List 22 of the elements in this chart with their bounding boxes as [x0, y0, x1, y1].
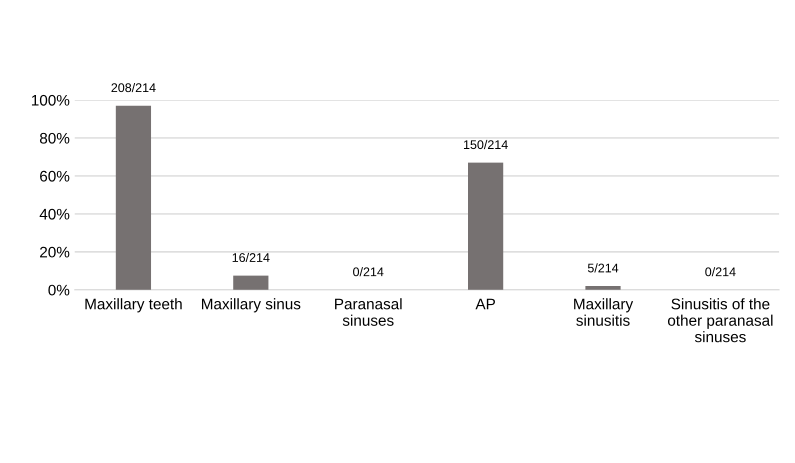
bar — [468, 162, 504, 290]
x-tick-label: Sinusitis of the other paranasal sinuses — [668, 298, 772, 342]
bar — [585, 286, 621, 290]
x-tick-label: AP — [475, 298, 495, 310]
x-tick-label: Maxillary sinusitis — [574, 298, 634, 326]
data-label: 5/214 — [588, 263, 618, 272]
x-tick-label: Maxillary sinus — [202, 298, 300, 312]
x-tick-label: Maxillary teeth — [85, 298, 182, 312]
data-label: 0/214 — [353, 267, 384, 276]
data-label: 208/214 — [111, 82, 156, 92]
data-label: 150/214 — [464, 140, 508, 150]
bar — [116, 106, 152, 290]
y-tick-label: 80% — [40, 132, 70, 144]
x-tick-label: Paranasal sinuses — [335, 298, 402, 326]
y-tick-label: 40% — [40, 208, 70, 220]
y-tick-label: 100% — [32, 94, 70, 106]
y-tick-label: 0% — [48, 284, 70, 296]
data-label: 0/214 — [705, 267, 736, 276]
y-tick-label: 20% — [40, 246, 70, 258]
data-label: 16/214 — [232, 252, 270, 262]
bar — [233, 276, 268, 290]
y-tick-label: 60% — [40, 170, 70, 182]
